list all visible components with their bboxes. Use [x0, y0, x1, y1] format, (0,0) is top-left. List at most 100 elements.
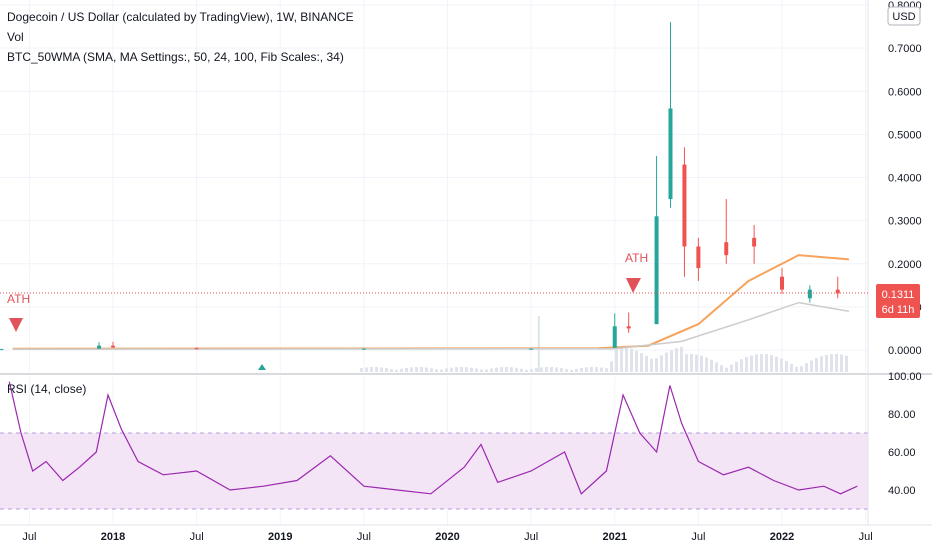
volume-bar: [485, 369, 488, 372]
volume-bar: [770, 355, 773, 372]
volume-bar: [795, 366, 798, 372]
volume-bar: [410, 367, 413, 372]
volume-bar: [645, 355, 648, 372]
volume-bar: [435, 369, 438, 372]
volume-bar: [835, 354, 838, 372]
rsi-grid: [0, 432, 868, 510]
volume-bar: [650, 358, 653, 372]
volume-bar: [510, 367, 513, 372]
volume-legend[interactable]: Vol: [7, 30, 24, 44]
volume-bar: [490, 368, 493, 372]
candle-body: [752, 237, 757, 247]
volume-bar: [375, 367, 378, 372]
time-tick-label: Jul: [190, 531, 204, 543]
price-tick-label: 0.4000: [888, 173, 922, 185]
time-tick-label: Jul: [859, 531, 873, 543]
candle-body: [835, 289, 840, 294]
volume-bar: [500, 367, 503, 372]
price-tick-label: 0.7000: [888, 43, 922, 55]
volume-bar: [580, 367, 583, 372]
volume-bar: [630, 348, 633, 372]
volume-bar: [775, 356, 778, 372]
time-tick-label: 2020: [435, 531, 459, 543]
volume-bar: [665, 352, 668, 372]
volume-bar: [710, 359, 713, 372]
rsi-legend[interactable]: RSI (14, close): [7, 382, 86, 396]
price-tick-label: 0.0000: [888, 345, 922, 357]
volume-bar: [725, 367, 728, 372]
volume-bar: [585, 367, 588, 372]
rsi-tick-label: 60.00: [888, 447, 916, 459]
volume-bar: [575, 368, 578, 372]
volume-bar: [635, 350, 638, 372]
chart-title[interactable]: Dogecoin / US Dollar (calculated by Trad…: [7, 10, 354, 24]
candle-body: [807, 289, 812, 299]
time-tick-label: 2019: [268, 531, 292, 543]
candle-body: [654, 216, 659, 325]
time-axis[interactable]: Jul 2018 Jul 2019 Jul 2020 Jul 2021 Jul 2022 Jul: [22, 531, 872, 543]
ath-right-marker: [626, 278, 641, 293]
volume-bar: [450, 367, 453, 372]
volume-bar: [685, 354, 688, 372]
volume-bar: [465, 367, 468, 372]
volume-bar: [755, 354, 758, 372]
indicator-legend[interactable]: BTC_50WMA (SMA, MA Settings:, 50, 24, 10…: [7, 50, 344, 64]
price-pane-background: [0, 0, 868, 372]
volume-bar: [680, 346, 683, 372]
volume-bar: [640, 353, 643, 372]
rsi-line: [8, 381, 858, 495]
volume-bar: [560, 368, 563, 372]
volume-bar: [385, 368, 388, 372]
volume-spike: [537, 316, 540, 372]
event-marker[interactable]: [258, 364, 266, 370]
ath-left-marker: [9, 318, 23, 332]
time-tick-label: Jul: [357, 531, 371, 543]
volume-bar: [430, 368, 433, 372]
volume-bar: [425, 367, 428, 372]
volume-bar: [470, 367, 473, 372]
volume-bar: [690, 354, 693, 372]
volume-bar: [550, 367, 553, 372]
candle-body: [529, 348, 534, 350]
volume-bar: [480, 369, 483, 372]
volume-bar: [565, 368, 568, 372]
candle-body: [668, 108, 673, 200]
volume-bar: [390, 369, 393, 372]
volume-bar: [820, 356, 823, 372]
time-tick-label: Jul: [524, 531, 538, 543]
volume-bar: [360, 368, 363, 372]
volume-bar: [370, 367, 373, 372]
volume-bar: [475, 368, 478, 372]
volume-bar: [445, 368, 448, 372]
volume-bar: [830, 354, 833, 372]
volume-bar: [520, 368, 523, 372]
candle-body: [194, 348, 199, 350]
volume-bar: [515, 367, 518, 372]
volume-bar: [840, 354, 843, 372]
rsi-band: [0, 433, 868, 509]
volume-bar: [815, 358, 818, 372]
volume-bar: [605, 368, 608, 372]
volume-bars: [360, 316, 848, 372]
volume-bar: [625, 347, 628, 372]
price-axis[interactable]: 0.70000.60000.50000.40000.30000.20000.10…: [888, 0, 922, 357]
volume-bar: [545, 367, 548, 372]
volume-bar: [745, 357, 748, 372]
rsi-series: [8, 381, 858, 495]
volume-bar: [760, 354, 763, 372]
rsi-axis[interactable]: 100.00 80.00 60.00 40.00: [888, 371, 922, 497]
volume-bar: [740, 359, 743, 372]
volume-bar: [670, 350, 673, 372]
volume-bar: [660, 355, 663, 372]
volume-bar: [610, 361, 613, 372]
currency-badge-label: USD: [892, 11, 915, 23]
candle-body: [696, 246, 701, 269]
volume-bar: [380, 367, 383, 372]
volume-bar: [440, 369, 443, 372]
volume-bar: [460, 367, 463, 372]
candle-body: [780, 276, 784, 290]
volume-bar: [765, 354, 768, 372]
volume-bar: [570, 369, 573, 372]
currency-badge[interactable]: [887, 6, 921, 26]
